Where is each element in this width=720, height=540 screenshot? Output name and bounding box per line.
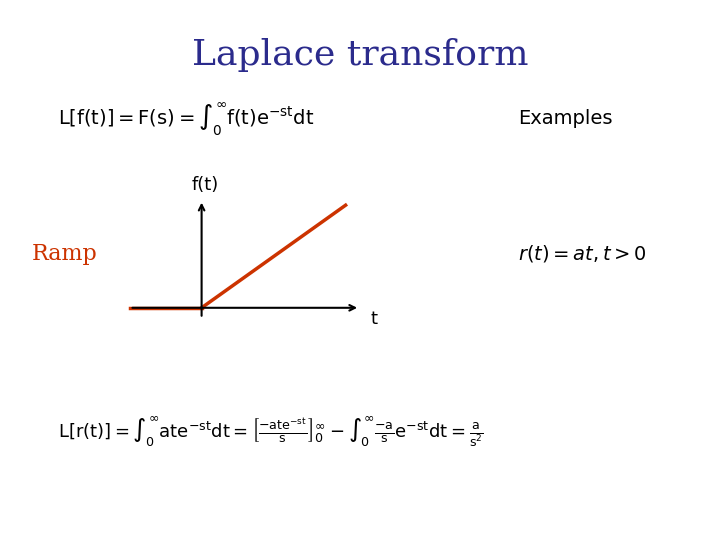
Text: Ramp: Ramp <box>32 243 98 265</box>
Text: f(t): f(t) <box>192 177 219 194</box>
Text: $\mathrm{L[f(t)] = F(s) = \int_0^{\infty} f(t)e^{-st}dt}$: $\mathrm{L[f(t)] = F(s) = \int_0^{\infty… <box>58 100 314 137</box>
Text: Examples: Examples <box>518 109 613 129</box>
Text: $r(t) = at, t > 0$: $r(t) = at, t > 0$ <box>518 244 647 264</box>
Text: t: t <box>371 309 378 328</box>
Text: $\mathrm{L[r(t)] = \int_0^{\infty} ate^{-st}dt = \left[\frac{-ate^{-st}}{s}\righ: $\mathrm{L[r(t)] = \int_0^{\infty} ate^{… <box>58 415 483 449</box>
Text: Laplace transform: Laplace transform <box>192 38 528 72</box>
